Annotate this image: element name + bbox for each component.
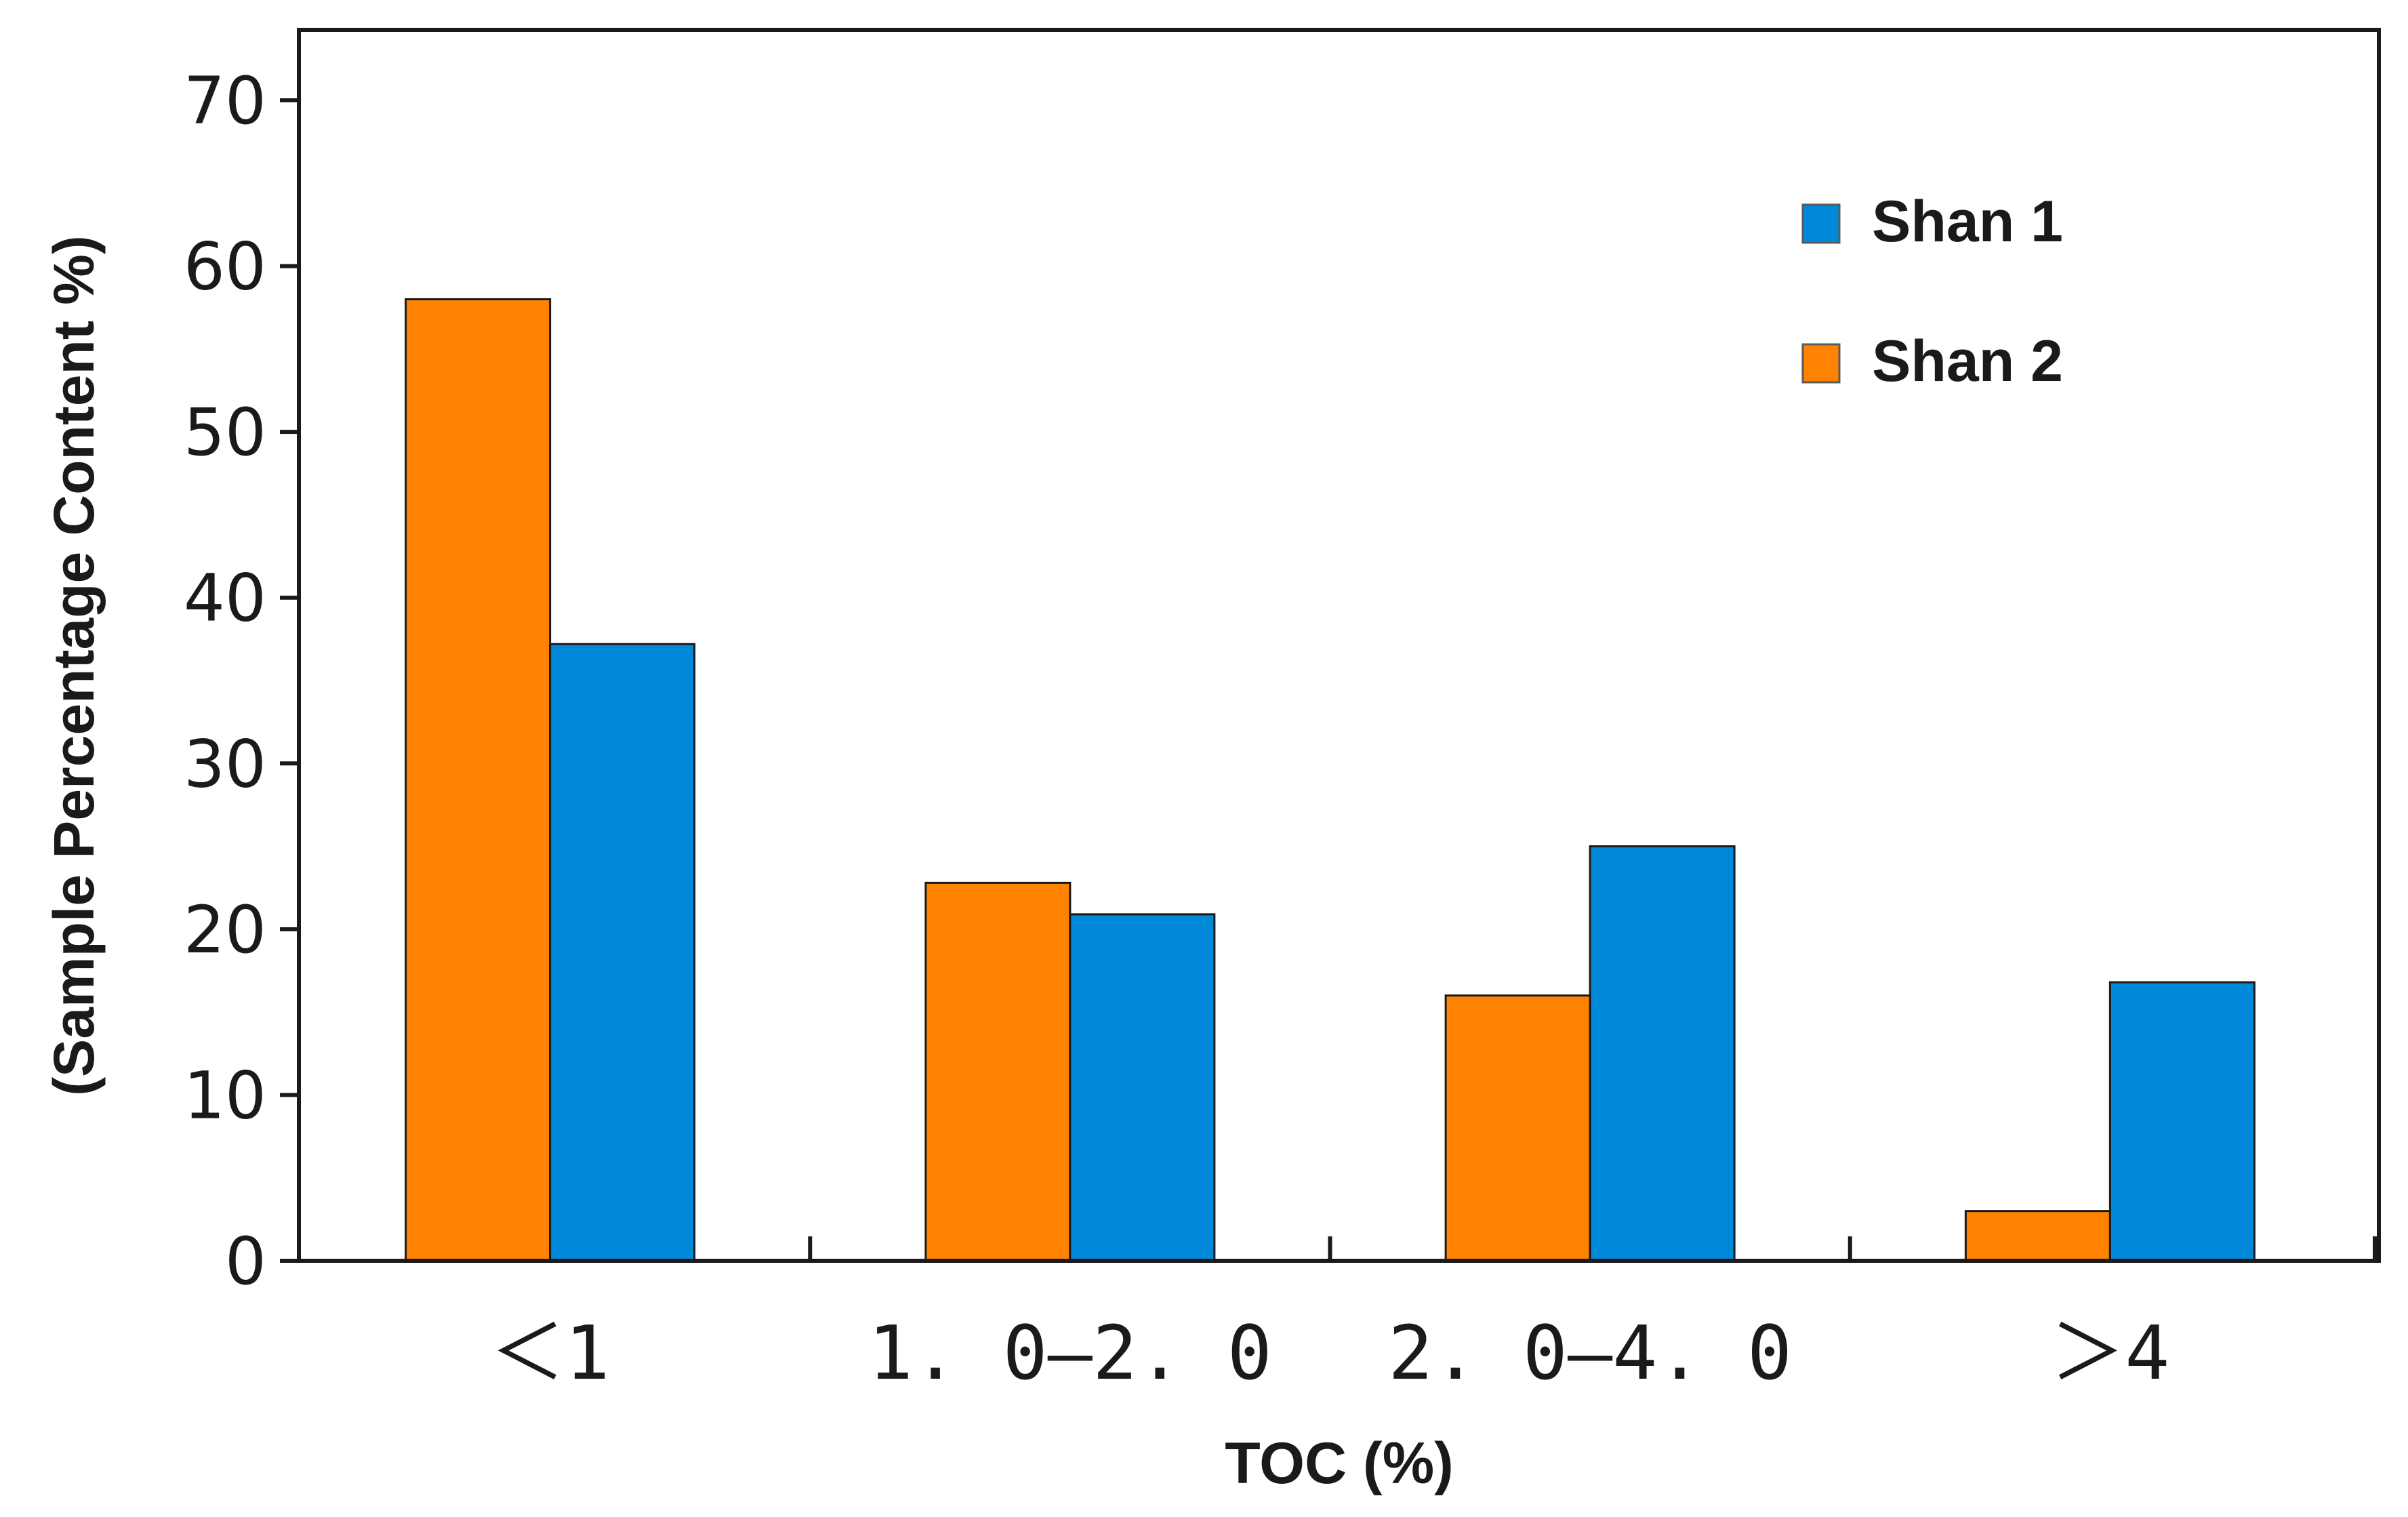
plot-frame — [297, 28, 2381, 1263]
y-tick-label: 30 — [184, 726, 266, 802]
x-tick-label: ＜1 — [491, 1310, 610, 1396]
y-axis-title: (Sample Percentage Content %) — [42, 235, 106, 1096]
bar-shan-2 — [1964, 1210, 2111, 1262]
legend: Shan 1 Shan 2 — [1801, 189, 2063, 394]
x-axis-title: TOC (%) — [1225, 1431, 1454, 1496]
bars-layer — [405, 298, 2256, 1262]
legend-swatch-shan-1 — [1801, 203, 1841, 244]
x-tick-label: 1. 0–2. 0 — [868, 1310, 1272, 1396]
bar-shan-2 — [924, 881, 1072, 1262]
bar-shan-1 — [549, 643, 696, 1262]
x-axis: ＜1 1. 0–2. 0 2. 0–4. 0 ＞4 — [491, 1236, 2377, 1396]
bar-shan-2 — [1444, 994, 1591, 1262]
legend-swatch-shan-2 — [1801, 343, 1841, 384]
y-tick-label: 10 — [184, 1057, 266, 1133]
y-tick-label: 60 — [184, 229, 266, 305]
bar-shan-1 — [1069, 913, 1216, 1262]
y-tick-label: 0 — [225, 1223, 266, 1299]
legend-label-shan-1: Shan 1 — [1872, 189, 2063, 254]
legend-label-shan-2: Shan 2 — [1872, 329, 2063, 394]
bar-shan-1 — [2108, 981, 2256, 1262]
y-axis: 0 10 20 30 40 50 60 70 — [184, 63, 299, 1299]
y-tick-label: 20 — [184, 892, 266, 968]
y-tick-label: 50 — [184, 395, 266, 470]
bar-shan-2 — [405, 298, 552, 1262]
x-tick-label: ＞4 — [2050, 1310, 2169, 1396]
x-tick-label: 2. 0–4. 0 — [1388, 1310, 1792, 1396]
bar-shan-1 — [1589, 845, 1736, 1262]
y-tick-label: 70 — [184, 63, 266, 139]
y-tick-label: 40 — [184, 561, 266, 636]
